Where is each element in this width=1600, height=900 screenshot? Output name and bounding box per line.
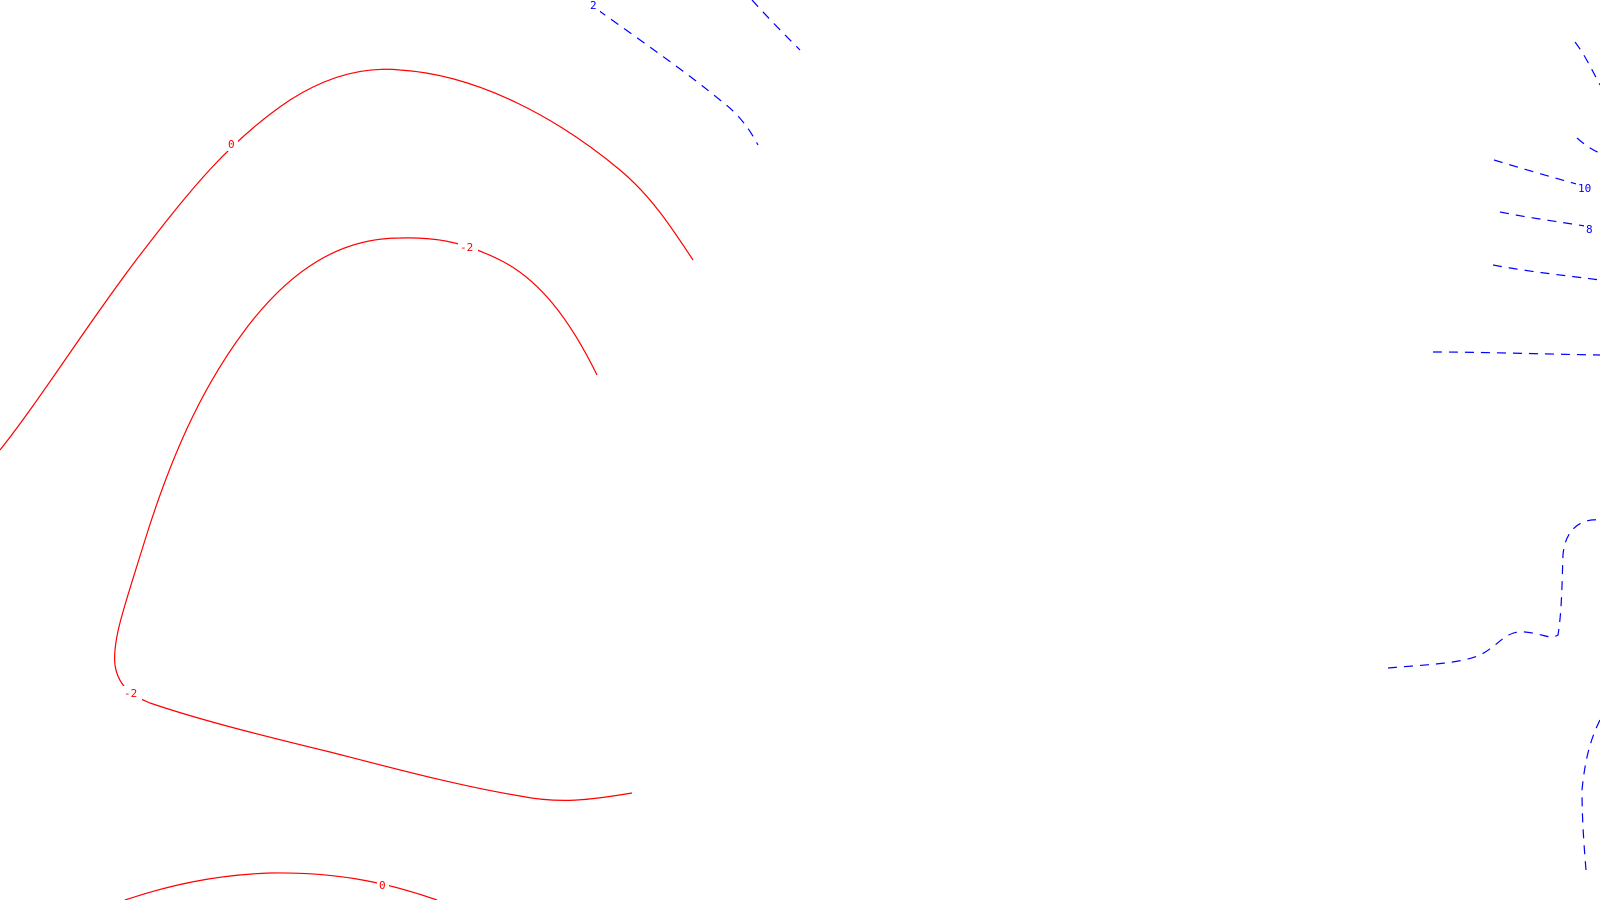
blue-label-bg-10 <box>1576 181 1596 195</box>
blue-contour-right-d <box>1432 351 1600 356</box>
red-contour-neg2-loop <box>113 237 633 801</box>
red-label-0-bottom: 0 <box>379 879 386 892</box>
red-label-bg-0-bottom <box>377 878 389 892</box>
blue-label-10: 10 <box>1578 182 1591 195</box>
red-label-neg2-lower: -2 <box>124 687 137 700</box>
red-label-neg2-upper: -2 <box>460 241 473 254</box>
blue-label-2-top: 2 <box>590 0 597 12</box>
blue-contour-10 <box>1493 159 1581 186</box>
red-contour-0-bottom <box>124 872 438 900</box>
blue-contour-top-short <box>751 0 801 51</box>
blue-contour-right-b <box>1576 137 1600 154</box>
red-contour-0-upper <box>0 68 694 451</box>
blue-contour-right-c <box>1492 264 1600 281</box>
blue-label-bg-2-top <box>588 0 600 12</box>
red-label-bg-neg2-lower <box>122 686 142 700</box>
blue-contour-right-e <box>1387 519 1600 669</box>
blue-label-bg-8 <box>1584 222 1596 236</box>
blue-label-8: 8 <box>1586 223 1593 236</box>
blue-contour-8 <box>1499 211 1586 227</box>
blue-contour-2-top <box>597 9 759 146</box>
red-label-bg-0-top <box>226 137 238 151</box>
blue-contour-right-a <box>1574 41 1600 86</box>
red-label-0-top: 0 <box>228 138 235 151</box>
red-label-bg-neg2-upper <box>458 240 478 254</box>
blue-contour-right-f <box>1581 719 1600 871</box>
